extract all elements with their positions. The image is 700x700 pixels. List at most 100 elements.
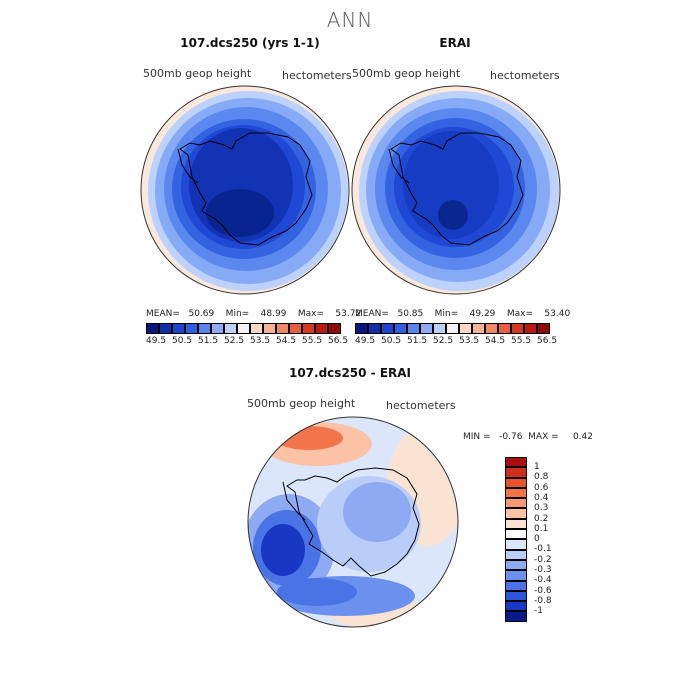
colorbar-tick-label: -0.1 [534,544,552,555]
colorbar-tick-label: 49.5 [146,336,167,346]
panel-2-stats: MEAN= 50.85 Min= 49.29 Max= 53.40 [355,309,571,319]
colorbar-tick-label: 55.5 [511,336,532,346]
map-border [140,85,350,295]
peninsula-outline [177,148,199,184]
colorbar-tick-label: 52.5 [224,336,245,346]
diff-polar-map [247,416,459,628]
peninsula-outline [282,481,306,521]
map-border [247,416,459,628]
colorbar-tick-label: 0.2 [534,513,549,524]
panel-2-colorbar: 49.5 50.5 51.5 52.5 53.5 54.5 55.5 56.5 [355,323,557,346]
colorbar-swatch [198,323,211,334]
colorbar-swatch [276,323,289,334]
colorbar-swatch [505,467,527,478]
colorbar-swatch [505,590,527,602]
colorbar-swatch [289,323,302,334]
colorbar-swatch [505,611,527,622]
colorbar-swatch [328,323,341,334]
colorbar-swatch [505,549,527,560]
colorbar-tick-label: -0.4 [534,575,552,586]
panel-1-units-label: hectometers [282,69,352,82]
colorbar-swatch [146,323,159,334]
colorbar-swatch [302,323,315,334]
panel-2-polar-map [351,85,561,295]
colorbar-swatch [433,323,446,334]
colorbar-swatch [505,570,527,581]
map-border [351,85,561,295]
panel-1-title: 107.dcs250 (yrs 1-1) [180,36,320,50]
colorbar-swatch [407,323,420,334]
colorbar-tick-label: 55.5 [302,336,323,346]
colorbar-swatch [505,539,527,550]
panel-1-colorbar: 49.5 50.5 51.5 52.5 53.5 54.5 55.5 56.5 [146,323,348,346]
colorbar-tick-label: 52.5 [433,336,454,346]
panel-1-stats: MEAN= 50.69 Min= 48.99 Max= 53.72 [146,309,362,319]
colorbar-swatch [459,323,472,334]
colorbar-swatch [485,323,498,334]
colorbar-tick-label: -0.6 [534,585,552,596]
panel-1-field-label: 500mb geop height [143,67,252,80]
colorbar-tick-label: 51.5 [198,336,219,346]
colorbar-swatch [505,498,527,509]
panel-2-field-label: 500mb geop height [352,67,461,80]
colorbar-swatch [524,323,537,334]
panel-2-title: ERAI [439,36,471,50]
colorbar-swatch [505,457,527,468]
colorbar-swatch [472,323,485,334]
colorbar-tick-label: 54.5 [276,336,297,346]
colorbar-tick-label: 50.5 [172,336,193,346]
colorbar-swatch [498,323,511,334]
colorbar-swatch [381,323,394,334]
colorbar-swatch [505,477,527,488]
colorbar-tick-label: 0.3 [534,503,549,514]
colorbar-swatch [537,323,550,334]
colorbar-swatch [185,323,198,334]
colorbar-tick-label: 49.5 [355,336,376,346]
colorbar-tick-label: -0.2 [534,554,552,565]
colorbar-tick-label: 53.5 [459,336,480,346]
colorbar-tick-label: -0.8 [534,595,552,606]
colorbar-swatch [505,518,527,530]
colorbar-tick-label: 1 [534,462,540,472]
contour-deep [206,189,274,237]
colorbar-swatch [263,323,276,334]
colorbar-tick-label: 50.5 [381,336,402,346]
contour-core [403,131,499,239]
antarctica-outline [286,467,420,577]
colorbar-tick-label: 0.1 [534,523,549,534]
colorbar-swatch [159,323,172,334]
colorbar-swatch [172,323,185,334]
colorbar-tick-label: 0.4 [534,492,549,503]
colorbar-tick-label: 0.8 [534,472,549,483]
colorbar-tick-label: 54.5 [485,336,506,346]
panel-1-polar-map [140,85,350,295]
colorbar-swatch [224,323,237,334]
diff-panel-stats: MIN = -0.76 MAX = 0.42 [463,432,593,442]
diff-colorbar [505,457,527,622]
colorbar-swatch [505,601,527,612]
contour-deep [438,200,468,230]
colorbar-swatch [505,487,527,499]
colorbar-swatch [355,323,368,334]
diff-colorbar-ticks: 1 0.8 0.6 0.4 0.3 0.2 0.1 0 -0.1 -0.2 -0.3 -0.4 -0.6… [532,457,592,627]
colorbar-tick-label: -1 [534,606,543,617]
cool-anomaly-center-inner [343,482,411,542]
colorbar-swatch [505,580,527,591]
colorbar-tick-label: 56.5 [537,336,558,346]
colorbar-swatch [505,508,527,519]
cool-anomaly-west-core [261,524,305,576]
colorbar-tick-label: 51.5 [407,336,428,346]
diff-panel-field-label: 500mb geop height [247,397,356,410]
colorbar-tick-label: -0.3 [534,565,552,575]
colorbar-swatch [505,559,527,571]
colorbar-swatch [237,323,250,334]
colorbar-tick-label: 56.5 [328,336,349,346]
panel-2-units-label: hectometers [490,69,560,82]
colorbar-swatch [368,323,381,334]
colorbar-tick-label: 0.6 [534,482,549,493]
antarctica-outline [179,132,313,246]
antarctica-outline [390,132,524,246]
peninsula-outline [388,148,410,184]
diff-panel-units-label: hectometers [386,399,456,412]
colorbar-tick-label: 53.5 [250,336,271,346]
